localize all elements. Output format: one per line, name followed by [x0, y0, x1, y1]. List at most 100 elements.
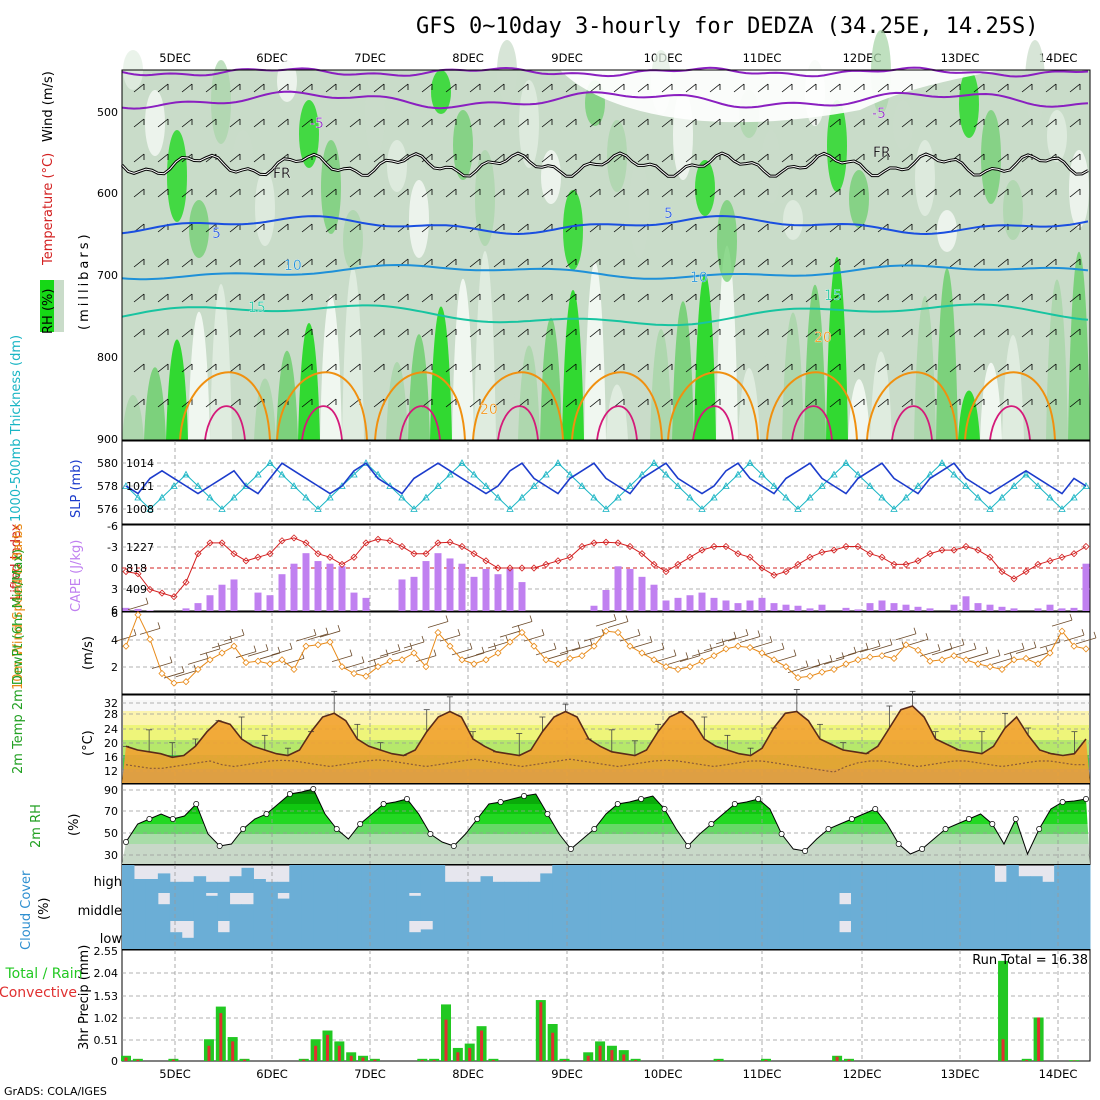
surface-barb: [367, 655, 389, 663]
wind-marker: [122, 642, 130, 650]
wind-barb: [733, 398, 745, 408]
cape-bar: [290, 563, 298, 611]
cloud-bar: [349, 865, 362, 893]
wind-barb: [445, 363, 457, 373]
cloud-level-middle: middle: [78, 904, 122, 919]
wind-marker: [302, 642, 310, 650]
surface-barb-flag: [181, 665, 185, 673]
contour-freezing-inner: [121, 152, 1089, 177]
rh-blob: [518, 345, 540, 440]
wind-barb: [637, 118, 649, 128]
wind-barb: [901, 83, 913, 93]
contour-25: [399, 405, 441, 441]
cape-li-panel: -6 -3 0 3 6 1227 818 409 Lifted Index CAPE (J/k…: [9, 520, 1091, 617]
thickness-marker: [614, 493, 622, 501]
thickness-marker: [1058, 505, 1066, 512]
cloud-bar: [671, 893, 685, 921]
cloud-bar: [1054, 865, 1067, 893]
wind-speed-markers: [122, 611, 1090, 687]
thickness-marker: [638, 470, 646, 478]
cloud-bar: [229, 876, 243, 893]
wind-barb: [685, 293, 697, 303]
wind-barb: [445, 293, 457, 303]
wind-barb: [685, 258, 697, 268]
surface-barb: [955, 648, 977, 656]
wind-barb: [901, 188, 913, 198]
cloud-bar: [600, 893, 613, 921]
wind-marker: [758, 649, 766, 657]
cape-bar: [866, 603, 874, 611]
li-marker: [686, 553, 694, 561]
li-marker: [638, 550, 646, 558]
li-marker: [662, 568, 670, 576]
cloud-bar: [145, 921, 159, 949]
surface-barb-flag: [733, 631, 737, 639]
li-marker: [734, 550, 742, 558]
cloud-bar: [671, 865, 685, 893]
wind-barb: [901, 328, 913, 338]
wind-barb: [925, 293, 937, 303]
wind-barb: [829, 258, 841, 268]
thickness-marker: [170, 482, 178, 489]
cloud-bar: [1042, 881, 1055, 893]
wind-barb: [157, 293, 169, 303]
axis-tick-label: 28: [104, 708, 118, 721]
wind-marker: [194, 665, 202, 673]
millibars-label: (millibars): [77, 231, 92, 330]
cloud-bar: [396, 893, 410, 921]
surface-barb: [427, 621, 449, 628]
wind-barb: [133, 258, 145, 268]
wind-marker: [1034, 660, 1042, 668]
cloud-bar: [719, 893, 732, 921]
wind-barb: [373, 188, 385, 198]
cloud-bar: [719, 921, 732, 949]
wind-barb: [997, 118, 1009, 128]
precip-bar-total: [488, 1058, 499, 1061]
cloud-bar: [337, 865, 350, 893]
rh-blob: [826, 257, 848, 440]
wind-barb: [877, 293, 889, 303]
cloud-panel-label: Cloud Cover: [19, 870, 34, 950]
cloud-bar: [707, 865, 721, 893]
date-label-bottom: 8DEC: [452, 1067, 483, 1081]
rh-dry-region: [560, 70, 1000, 123]
cloud-bar: [827, 893, 840, 921]
cloud-bar: [193, 921, 207, 949]
cloud-bar: [157, 873, 171, 893]
rh-blob: [893, 100, 913, 150]
cloud-bar: [707, 921, 721, 949]
wind-barb: [949, 258, 961, 268]
wind-barb: [157, 188, 169, 198]
wind-barb: [781, 153, 793, 163]
cloud-bar: [420, 893, 434, 921]
rh-blob: [387, 140, 407, 192]
precip-bar-conv: [432, 1060, 436, 1061]
rh-marker: [123, 839, 129, 845]
surface-barb: [1075, 637, 1097, 645]
surface-barb: [475, 648, 497, 656]
cloud-bar: [540, 873, 553, 893]
surface-barb: [655, 655, 677, 663]
contour-labels: -5 FR 5 10 15 20 -5 FR 5 10 15 20: [212, 106, 891, 418]
rh-blob: [761, 130, 781, 204]
cloud-bar: [970, 921, 983, 949]
surface-barb-flag: [985, 646, 989, 654]
wind-barb: [805, 398, 817, 408]
wind-barb: [493, 328, 505, 338]
precip-bar-conv: [563, 1060, 567, 1061]
rh-blob: [453, 110, 473, 180]
surface-barb-flag: [661, 642, 665, 649]
wind-barb: [589, 223, 601, 233]
rh-blob: [409, 180, 429, 258]
wind-barb: [181, 118, 193, 128]
li-marker: [170, 593, 178, 601]
wind-barb: [709, 83, 721, 93]
wind-barb: [277, 223, 289, 233]
li-marker: [974, 546, 982, 554]
wind-barb: [277, 118, 289, 128]
contour-label: 10: [690, 270, 708, 286]
wind-marker: [554, 660, 562, 668]
rh-marker: [497, 799, 504, 805]
wind-barb: [877, 258, 889, 268]
cape-bar: [854, 609, 862, 611]
